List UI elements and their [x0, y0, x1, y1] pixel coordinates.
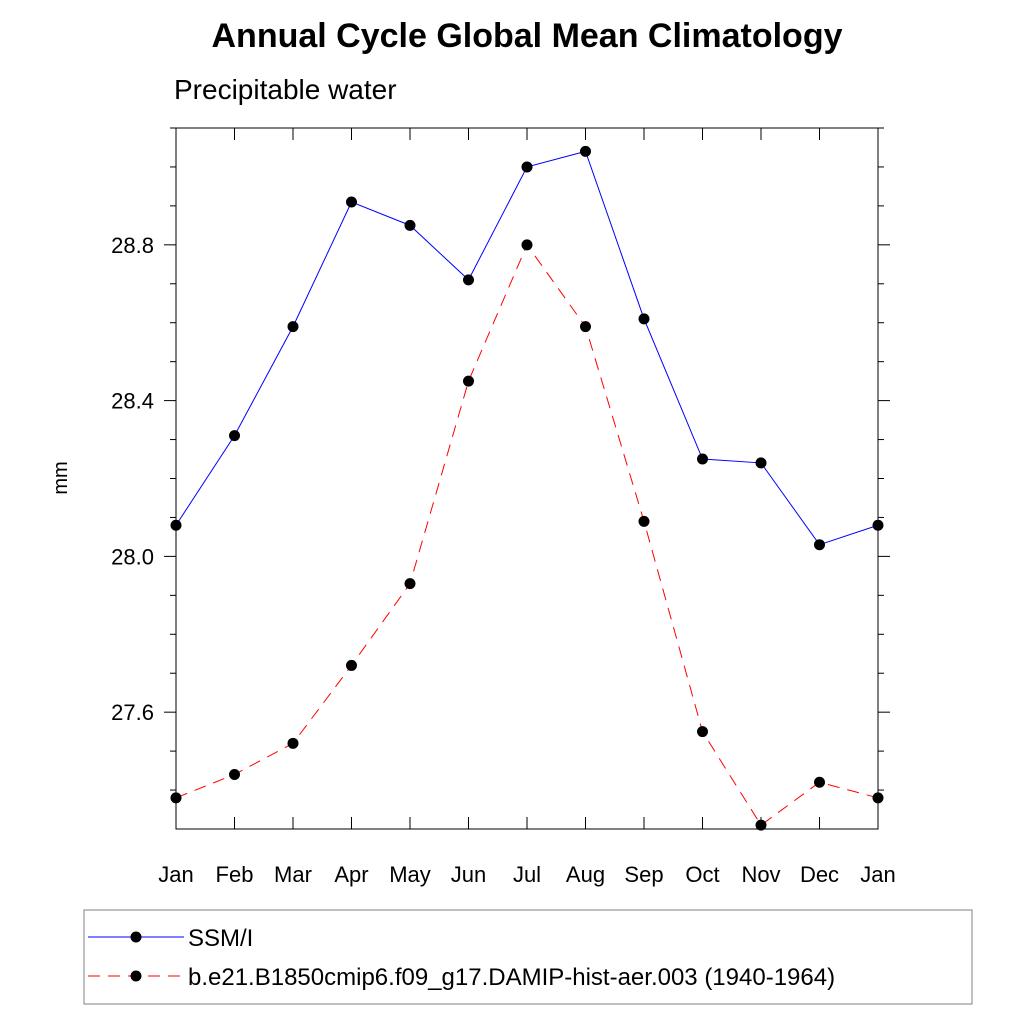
- x-tick-label: Sep: [624, 862, 663, 887]
- x-tick-label: Dec: [800, 862, 839, 887]
- x-tick-label: May: [389, 862, 431, 887]
- series-2-point: [580, 321, 591, 333]
- series-2-point: [170, 792, 182, 804]
- y-tick-label: 28.0: [111, 544, 154, 569]
- y-axis-tick-labels: 27.6 28.0 28.4 28.8: [111, 233, 154, 725]
- legend-label: SSM/I: [188, 925, 253, 952]
- series-1-point: [170, 519, 182, 531]
- series-1-point: [229, 430, 240, 442]
- series-2: [170, 239, 884, 831]
- series-1-point: [872, 519, 884, 531]
- series-1-line: [175, 150, 879, 546]
- chart-title: Annual Cycle Global Mean Climatology: [212, 17, 843, 55]
- series-1: [170, 145, 884, 551]
- x-tick-label: Feb: [216, 862, 254, 887]
- legend-label: b.e21.B1850cmip6.f09_g17.DAMIP-hist-aer.…: [188, 964, 835, 991]
- y-tick-label: 28.8: [111, 233, 154, 258]
- series-2-point: [346, 659, 357, 671]
- legend-marker: [130, 931, 142, 943]
- series-1-point: [697, 453, 708, 465]
- series-2-point: [287, 737, 299, 749]
- series-1-point: [638, 313, 650, 325]
- series-1-point: [755, 457, 767, 469]
- x-tick-label: Jan: [158, 862, 193, 887]
- series-2-point: [521, 239, 533, 251]
- series-1-point: [346, 196, 357, 208]
- series-2-point: [229, 768, 240, 780]
- series-1-point: [404, 219, 416, 231]
- legend-entry-1: SSM/I: [88, 925, 253, 952]
- legend-box: [83, 909, 973, 1005]
- y-tick-label: 27.6: [111, 700, 154, 725]
- series-2-point: [872, 792, 884, 804]
- legend-entry-2: b.e21.B1850cmip6.f09_g17.DAMIP-hist-aer.…: [88, 964, 835, 991]
- series-2-line: [175, 243, 879, 826]
- series-group: [170, 145, 884, 831]
- series-1-point: [814, 539, 825, 551]
- series-2-point: [697, 726, 708, 738]
- axis-ticks: [164, 127, 890, 829]
- x-tick-label: Aug: [566, 862, 605, 887]
- series-2-point: [638, 515, 650, 527]
- y-axis-label: mm: [50, 461, 72, 494]
- x-tick-label: Jun: [451, 862, 486, 887]
- y-tick-label: 28.4: [111, 389, 154, 414]
- x-tick-label: Jan: [860, 862, 895, 887]
- legend-marker: [130, 970, 142, 982]
- series-2-point: [755, 819, 767, 831]
- series-1-point: [287, 321, 299, 333]
- series-2-point: [463, 375, 474, 387]
- series-1-point: [580, 145, 591, 157]
- chart-subtitle: Precipitable water: [174, 74, 397, 105]
- x-tick-label: Apr: [334, 862, 368, 887]
- x-tick-label: Mar: [274, 862, 312, 887]
- series-2-point: [814, 776, 825, 788]
- legend: SSM/I b.e21.B1850cmip6.f09_g17.DAMIP-hist…: [83, 909, 973, 1005]
- series-2-point: [404, 578, 416, 590]
- x-tick-label: Nov: [741, 862, 780, 887]
- series-1-point: [463, 274, 474, 286]
- series-1-point: [521, 161, 533, 173]
- x-axis-tick-labels: Jan Feb Mar Apr May Jun Jul Aug Sep Oct Nov Dec Jan: [158, 862, 895, 887]
- x-tick-label: Jul: [513, 862, 541, 887]
- x-tick-label: Oct: [685, 862, 719, 887]
